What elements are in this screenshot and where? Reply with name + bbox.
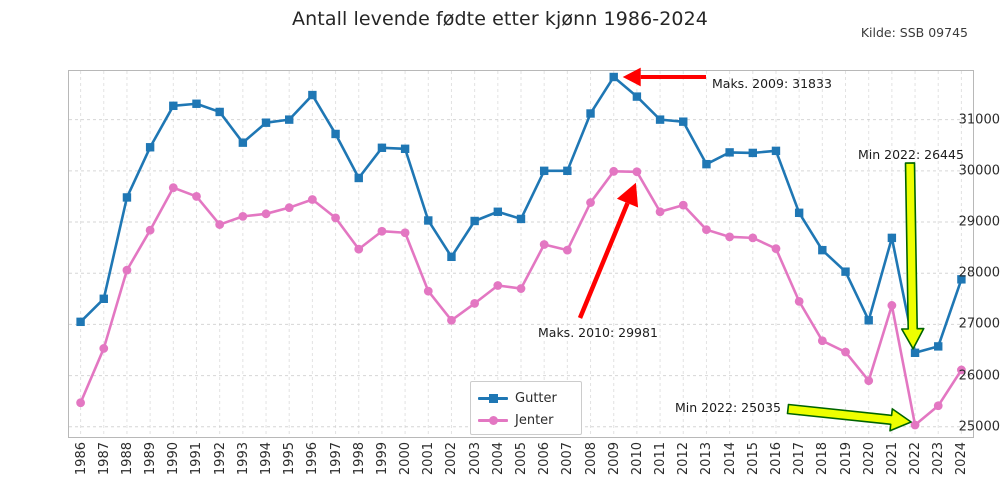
- x-tick-label: 2017: [792, 442, 808, 476]
- x-tick-label: 1996: [305, 442, 321, 476]
- x-tick-label: 1987: [96, 442, 112, 476]
- x-tick-label: 1988: [119, 442, 135, 476]
- x-tick-label: 2003: [467, 442, 483, 476]
- y-tick-label: 30000: [958, 163, 1000, 179]
- legend-item-jenter[interactable]: Jenter: [478, 409, 574, 431]
- y-tick-label: 26000: [958, 368, 1000, 384]
- y-tick-label: 25000: [958, 419, 1000, 435]
- x-tick-label: 1999: [374, 442, 390, 476]
- x-tick-label: 2019: [838, 442, 854, 476]
- annotation-label-min-gutter: Min 2022: 26445: [858, 147, 964, 162]
- legend-item-gutter[interactable]: Gutter: [478, 387, 574, 409]
- x-tick-label: 1992: [212, 442, 228, 476]
- x-tick-label: 2001: [421, 442, 437, 476]
- legend-label-jenter: Jenter: [515, 412, 554, 428]
- annotation-label-maks-jenter: Maks. 2010: 29981: [538, 325, 658, 340]
- x-tick-label: 2002: [444, 442, 460, 476]
- x-tick-label: 2014: [722, 442, 738, 476]
- x-tick-label: 2000: [398, 442, 414, 476]
- x-tick-label: 2005: [514, 442, 529, 476]
- y-tick-label: 29000: [958, 214, 1000, 230]
- x-tick-label: 1994: [259, 442, 275, 476]
- x-tick-label: 2009: [606, 442, 622, 476]
- x-tick-label: 2007: [560, 442, 576, 476]
- legend-swatch-jenter: [478, 413, 508, 427]
- x-tick-label: 2020: [861, 442, 877, 476]
- legend-label-gutter: Gutter: [515, 390, 557, 406]
- annotation-label-min-jenter: Min 2022: 25035: [675, 400, 781, 415]
- x-tick-label: 2018: [815, 442, 831, 476]
- x-tick-label: 2023: [931, 442, 947, 476]
- x-tick-label: 1991: [189, 442, 205, 476]
- legend-swatch-gutter: [478, 391, 508, 405]
- x-tick-label: 1986: [73, 442, 89, 476]
- x-tick-label: 2011: [653, 442, 669, 476]
- x-tick-label: 1993: [235, 442, 251, 476]
- x-tick-label: 2021: [884, 442, 900, 476]
- x-tick-label: 2016: [768, 442, 784, 476]
- x-tick-label: 2010: [629, 442, 645, 476]
- x-tick-label: 2004: [490, 442, 506, 476]
- chart-source-label: Kilde: SSB 09745: [860, 25, 968, 40]
- x-tick-label: 2013: [699, 442, 715, 476]
- x-tick-label: 2012: [676, 442, 692, 476]
- y-tick-label: 28000: [958, 265, 1000, 281]
- x-tick-label: 1997: [328, 442, 344, 476]
- annotation-label-maks-gutter: Maks. 2009: 31833: [712, 76, 832, 91]
- x-tick-label: 1995: [282, 442, 298, 476]
- x-tick-label: 2015: [745, 442, 761, 476]
- x-tick-label: 2008: [583, 442, 599, 476]
- x-tick-label: 1989: [143, 442, 159, 476]
- x-tick-label: 2006: [537, 442, 553, 476]
- x-tick-label: 2024: [954, 442, 970, 476]
- chart-title: Antall levende fødte etter kjønn 1986-20…: [292, 8, 708, 30]
- chart-legend[interactable]: Gutter Jenter: [470, 381, 582, 435]
- x-tick-label: 2022: [908, 442, 924, 476]
- x-tick-label: 1998: [351, 442, 367, 476]
- y-tick-label: 31000: [958, 112, 1000, 128]
- x-tick-label: 1990: [166, 442, 182, 476]
- y-tick-label: 27000: [958, 316, 1000, 332]
